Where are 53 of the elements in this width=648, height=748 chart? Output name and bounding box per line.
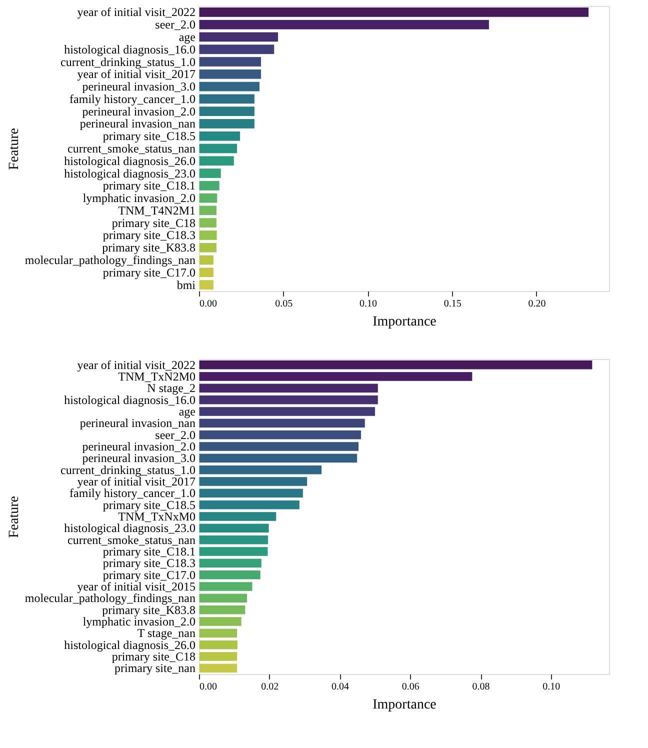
x-tick-label: 0.10 [542, 682, 560, 692]
y-axis-title: Feature [6, 128, 22, 170]
bar [198, 118, 255, 129]
bar [198, 56, 262, 67]
y-tick-label: TNM_T4N2M1 [118, 203, 196, 218]
x-tick-label: 0.20 [528, 298, 546, 310]
y-tick-label: TNM_TxN2M0 [118, 370, 196, 384]
y-tick-label: lymphatic invasion_2.0 [82, 191, 196, 206]
y-tick-label: perineural invasion_nan [80, 116, 196, 131]
y-tick-label: primary site_C18 [112, 216, 196, 230]
y-tick-label: family history_cancer_1.0 [70, 92, 196, 106]
y-tick-label: primary site_C18.1 [102, 544, 196, 558]
y-tick-label: primary site_K83.8 [102, 240, 196, 255]
y-tick-label: molecular_pathology_findings_nan [24, 253, 196, 268]
bar [198, 6, 590, 18]
bar [198, 280, 214, 290]
y-tick-label: histological diagnosis_26.0 [64, 154, 196, 168]
y-tick-label: year of initial visit_2022 [77, 358, 196, 372]
bar [198, 230, 218, 240]
y-tick-label: year of initial visit_2022 [77, 5, 196, 20]
y-tick-label: seer_2.0 [155, 428, 196, 442]
y-tick-label: bmi [176, 278, 196, 292]
y-tick-label: current_smoke_status_nan [68, 142, 196, 156]
x-tick-label: 0.00 [200, 682, 217, 692]
bar [198, 68, 262, 80]
y-tick-label: year of initial visit_2017 [77, 67, 196, 82]
x-tick-label: 0.10 [359, 298, 377, 310]
x-tick-label: 0.00 [200, 298, 217, 310]
bar [198, 106, 255, 117]
bar [198, 218, 217, 228]
y-tick-label: perineural invasion_3.0 [82, 80, 196, 94]
x-tick-label: 0.04 [332, 682, 350, 692]
y-tick-label: histological diagnosis_23.0 [64, 166, 196, 180]
y-tick-label: seer_2.0 [155, 18, 196, 32]
x-tick-label: 0.08 [472, 682, 490, 692]
y-tick-label: T stage_nan [137, 626, 196, 640]
x-tick-label: 0.06 [402, 682, 420, 692]
y-tick-label: N stage_2 [147, 381, 196, 396]
x-tick-label: 0.05 [275, 298, 293, 310]
x-tick-label: 0.15 [444, 298, 462, 310]
x-tick-label: 0.02 [261, 682, 279, 692]
y-tick-label: age [178, 404, 196, 418]
x-axis-title: Importance [372, 698, 436, 712]
bar [198, 168, 222, 178]
y-tick-label: perineural invasion_2.0 [82, 440, 196, 454]
y-tick-label: histological diagnosis_16.0 [64, 42, 196, 56]
y-tick-label: age [178, 30, 196, 44]
y-tick-label: current_drinking_status_1.0 [60, 54, 196, 69]
y-tick-label: histological diagnosis_23.0 [64, 521, 196, 536]
y-axis-title: Feature [6, 496, 22, 538]
bar [198, 180, 220, 191]
y-tick-label: primary site_C18.5 [102, 129, 196, 144]
x-axis-title: Importance [372, 314, 436, 330]
